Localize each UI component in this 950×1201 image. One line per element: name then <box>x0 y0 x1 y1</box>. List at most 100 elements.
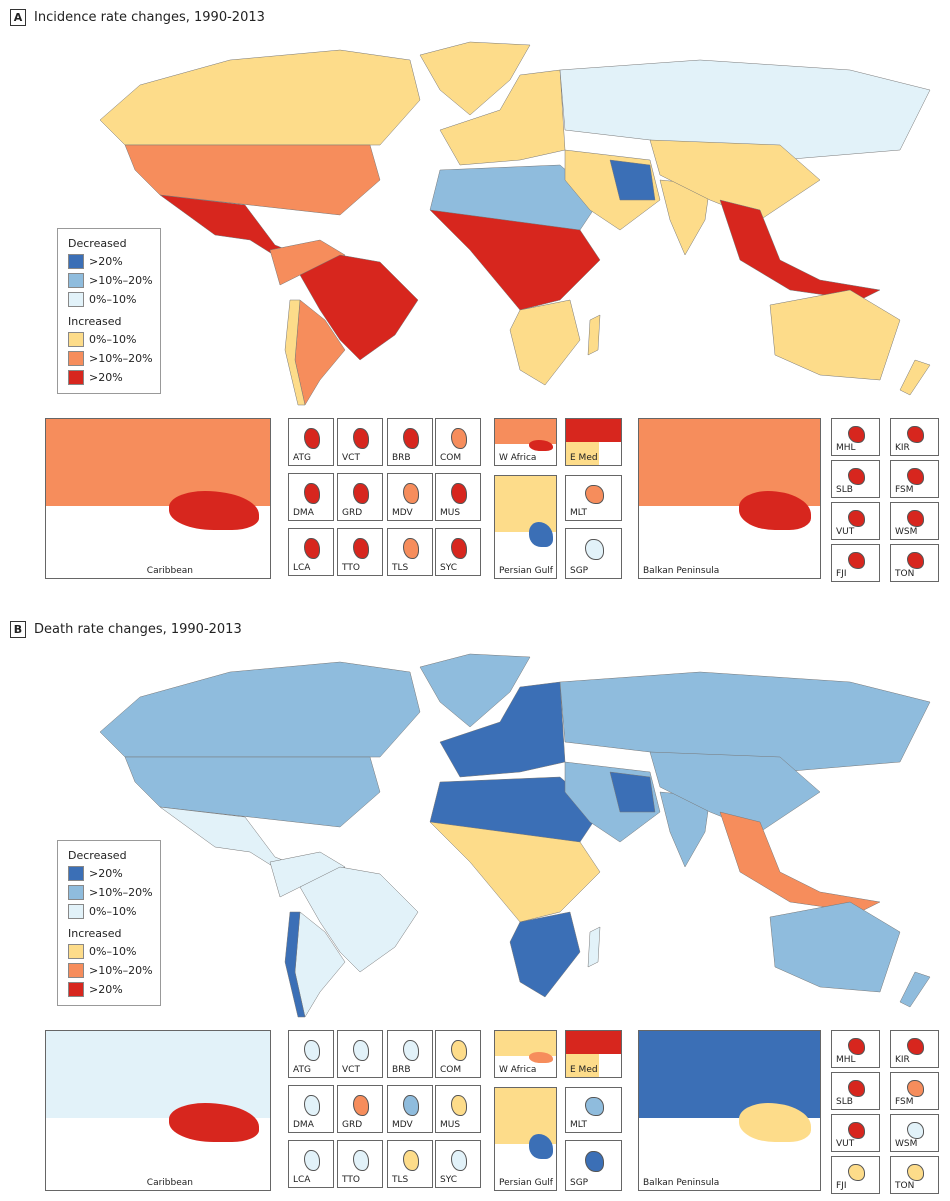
inset-e-med: E Med <box>565 1030 622 1078</box>
inset-region <box>907 426 924 443</box>
inset-label: Persian Gulf <box>499 566 553 576</box>
inset-region <box>403 1150 419 1171</box>
inset-label: TLS <box>392 563 409 573</box>
region-safrica <box>509 299 581 386</box>
region-canada <box>99 661 421 758</box>
inset-region <box>451 1150 467 1171</box>
region-nz <box>899 359 931 396</box>
inset-region <box>46 419 270 507</box>
inset-fji: FJI <box>831 1156 880 1194</box>
inset-label: SYC <box>440 1175 458 1185</box>
panel-title: B Death rate changes, 1990-2013 <box>10 621 242 638</box>
inset-vut: VUT <box>831 502 880 540</box>
inset-region <box>528 521 553 548</box>
region-chile <box>284 911 306 1018</box>
inset-sgp: SGP <box>565 528 622 579</box>
inset-e-med: E Med <box>565 418 622 466</box>
inset-kir: KIR <box>890 418 939 456</box>
inset-label: SGP <box>570 1178 589 1188</box>
inset-label: VUT <box>836 527 855 537</box>
region-australia <box>769 289 901 381</box>
inset-lca: LCA <box>288 1140 334 1188</box>
legend-swatch <box>68 904 84 919</box>
legend-item: 0%–10% <box>68 944 160 959</box>
inset-label: DMA <box>293 508 314 518</box>
legend-label: 0%–10% <box>89 905 137 918</box>
inset-label: SGP <box>570 566 589 576</box>
legend: Decreased >20% >10%–20% 0%–10% Increased 0%–1… <box>57 228 161 394</box>
inset-label: BRB <box>392 453 411 463</box>
inset-brb: BRB <box>387 418 433 466</box>
legend-heading-decreased: Decreased <box>68 849 127 862</box>
legend-label: >20% <box>89 255 123 268</box>
inset-label: LCA <box>293 1175 311 1185</box>
inset-label: FSM <box>895 485 914 495</box>
inset-region <box>585 484 604 505</box>
inset-label: BRB <box>392 1065 411 1075</box>
inset-region <box>451 483 467 504</box>
inset-label: MLT <box>570 1120 588 1130</box>
inset-label: E Med <box>570 1065 598 1075</box>
inset-mdv: MDV <box>387 473 433 521</box>
inset-w-africa: W Africa <box>494 418 557 466</box>
inset-syc: SYC <box>435 1140 481 1188</box>
inset-mlt: MLT <box>565 475 622 521</box>
region-madagascar <box>587 926 601 968</box>
legend-swatch <box>68 885 84 900</box>
region-russia <box>559 671 931 773</box>
inset-label: FJI <box>836 1181 847 1191</box>
inset-region <box>848 1122 865 1139</box>
legend-swatch <box>68 963 84 978</box>
region-russia <box>559 59 931 161</box>
inset-label: MDV <box>392 1120 413 1130</box>
inset-dma: DMA <box>288 1085 334 1133</box>
inset-region <box>907 510 924 527</box>
inset-region <box>566 419 621 442</box>
inset-slb: SLB <box>831 1072 880 1110</box>
inset-region <box>585 1096 604 1117</box>
inset-region <box>495 1088 556 1145</box>
inset-label: WSM <box>895 1139 918 1149</box>
inset-region <box>848 1038 865 1055</box>
region-wafrica <box>429 821 601 923</box>
inset-sgp: SGP <box>565 1140 622 1191</box>
inset-label: ATG <box>293 453 311 463</box>
inset-wsm: WSM <box>890 1114 939 1152</box>
inset-region <box>353 428 369 449</box>
legend-swatch <box>68 982 84 997</box>
inset-region <box>566 1031 621 1054</box>
inset-region <box>528 1133 553 1160</box>
inset-region <box>848 1164 865 1181</box>
inset-region <box>304 483 320 504</box>
inset-grd: GRD <box>337 473 383 521</box>
inset-label: Balkan Peninsula <box>643 566 720 576</box>
inset-atg: ATG <box>288 418 334 466</box>
legend-swatch <box>68 866 84 881</box>
region-iran <box>609 771 656 813</box>
inset-region <box>353 1040 369 1061</box>
world-map <box>99 41 931 406</box>
inset-label: COM <box>440 453 462 463</box>
legend-item: 0%–10% <box>68 904 160 919</box>
legend-item: >20% <box>68 254 160 269</box>
region-madagascar <box>587 314 601 356</box>
inset-w-africa: W Africa <box>494 1030 557 1078</box>
inset-label: GRD <box>342 1120 363 1130</box>
panel-title-text: Incidence rate changes, 1990-2013 <box>34 10 265 25</box>
inset-label: TON <box>895 1181 915 1191</box>
region-nz <box>899 971 931 1008</box>
legend-item: >10%–20% <box>68 885 160 900</box>
legend-label: 0%–10% <box>89 945 137 958</box>
legend-label: >10%–20% <box>89 352 153 365</box>
inset-vct: VCT <box>337 418 383 466</box>
inset-region <box>353 1095 369 1116</box>
inset-wsm: WSM <box>890 502 939 540</box>
region-weurope <box>439 69 566 166</box>
region-seasia <box>719 199 881 301</box>
inset-dma: DMA <box>288 473 334 521</box>
region-greenland <box>419 41 531 116</box>
legend-item: >10%–20% <box>68 351 160 366</box>
inset-mlt: MLT <box>565 1087 622 1133</box>
legend-heading-decreased: Decreased <box>68 237 127 250</box>
inset-region <box>451 1095 467 1116</box>
